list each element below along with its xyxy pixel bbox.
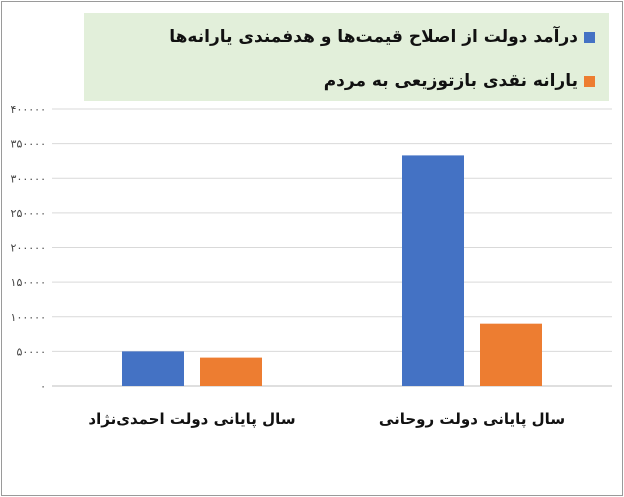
legend: درآمد دولت از اصلاح قیمت‌ها و هدفمندی یا… [84, 13, 609, 101]
y-tick-label: ۱۵۰۰۰۰ [11, 276, 46, 289]
bar-government-revenue [402, 155, 464, 386]
y-tick-label: ۴۰۰۰۰۰ [11, 103, 46, 116]
x-category-label: سال پایانی دولت احمدی‌نژاد [88, 410, 295, 429]
y-tick-label: ۵۰۰۰۰ [16, 345, 46, 358]
y-tick-label: ۳۵۰۰۰۰ [11, 138, 46, 151]
legend-swatch-orange [584, 75, 595, 87]
y-tick-label: ۲۵۰۰۰۰ [11, 207, 46, 220]
bar-government-revenue [122, 351, 184, 386]
legend-label-government-revenue: درآمد دولت از اصلاح قیمت‌ها و هدفمندی یا… [169, 27, 578, 47]
y-tick-label: ۱۰۰۰۰۰ [11, 311, 46, 324]
y-tick-label: ۳۰۰۰۰۰ [11, 172, 46, 185]
legend-label-cash-subsidy: یارانه نقدی بازتوزیعی به مردم [323, 71, 578, 91]
y-tick-label: ۰ [40, 380, 46, 393]
x-category-label: سال پایانی دولت روحانی [379, 410, 565, 429]
bar-cash-subsidy [200, 357, 262, 386]
y-tick-label: ۲۰۰۰۰۰ [11, 242, 46, 255]
bar-cash-subsidy [480, 323, 542, 386]
legend-item-cash-subsidy: یارانه نقدی بازتوزیعی به مردم [324, 71, 595, 91]
legend-item-government-revenue: درآمد دولت از اصلاح قیمت‌ها و هدفمندی یا… [169, 27, 595, 47]
legend-swatch-blue [584, 31, 595, 43]
